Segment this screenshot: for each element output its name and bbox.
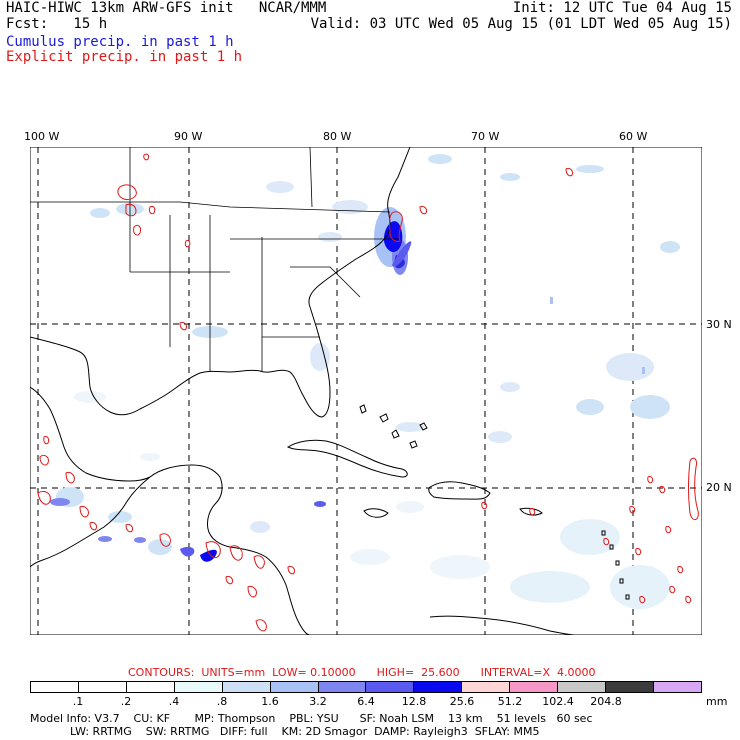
plot-title: HAIC-HIWC 13km ARW-GFS init NCAR/MMM <box>6 0 327 16</box>
color-legend-cell <box>270 682 319 692</box>
color-legend-cell <box>126 682 175 692</box>
coastlines <box>30 147 630 635</box>
color-legend-cell <box>606 682 654 692</box>
color-legend-tick: 3.2 <box>309 695 327 708</box>
color-legend-cell <box>318 682 367 692</box>
color-legend-cell <box>222 682 271 692</box>
lon-label-80w: 80 W <box>323 130 352 143</box>
color-legend-cell <box>174 682 223 692</box>
color-legend-tick: .1 <box>72 695 84 708</box>
color-legend-cell <box>653 682 701 692</box>
color-legend-tick: 1.6 <box>261 695 279 708</box>
color-legend-cell <box>414 682 463 692</box>
color-legend-tick: 12.8 <box>401 695 427 708</box>
color-legend-cell <box>510 682 559 692</box>
state-borders <box>30 147 400 372</box>
color-legend-units: mm <box>706 695 728 708</box>
color-legend-tick: 25.6 <box>449 695 475 708</box>
precip-map <box>30 147 702 635</box>
cumulus-precip-cores <box>50 221 412 562</box>
lon-label-60w: 60 W <box>619 130 648 143</box>
cumulus-precip-shading <box>56 154 680 609</box>
model-info-line2: LW: RRTMG SW: RRTMG DIFF: full KM: 2D Sm… <box>70 725 540 738</box>
color-legend-cell <box>31 682 79 692</box>
valid-time: Valid: 03 UTC Wed 05 Aug 15 (01 LDT Wed … <box>310 16 732 32</box>
color-legend-tick: .4 <box>168 695 180 708</box>
color-legend-cell <box>462 682 511 692</box>
model-info-line1: Model Info: V3.7 CU: KF MP: Thompson PBL… <box>30 712 593 725</box>
explicit-precip-contours <box>37 153 699 632</box>
lat-lon-grid <box>30 147 702 635</box>
lat-label-30n: 30 N <box>706 318 732 331</box>
color-legend-cell <box>366 682 415 692</box>
color-legend-ticks: .1 .2 .4 .8 1.6 3.2 6.4 12.8 25.6 51.2 102.4 204.8 <box>30 695 702 709</box>
color-legend-cell <box>78 682 127 692</box>
color-legend-bar <box>30 681 702 693</box>
init-time: Init: 12 UTC Tue 04 Aug 15 <box>512 0 732 16</box>
color-legend-cell <box>558 682 607 692</box>
forecast-hour: Fcst: 15 h <box>6 16 108 32</box>
contour-info: CONTOURS: UNITS=mm LOW= 0.10000 HIGH= 25… <box>128 666 596 679</box>
color-legend-tick: 204.8 <box>590 695 622 708</box>
color-legend-tick: .8 <box>216 695 228 708</box>
lon-label-70w: 70 W <box>471 130 500 143</box>
color-legend-tick: 102.4 <box>542 695 574 708</box>
color-legend-tick: .2 <box>120 695 132 708</box>
explicit-precip-legend: Explicit precip. in past 1 h <box>6 49 243 65</box>
lon-label-90w: 90 W <box>174 130 203 143</box>
cumulus-precip-legend: Cumulus precip. in past 1 h <box>6 34 234 50</box>
color-legend-tick: 6.4 <box>357 695 375 708</box>
lat-label-20n: 20 N <box>706 481 732 494</box>
lon-label-100w: 100 W <box>24 130 60 143</box>
color-legend-tick: 51.2 <box>497 695 523 708</box>
